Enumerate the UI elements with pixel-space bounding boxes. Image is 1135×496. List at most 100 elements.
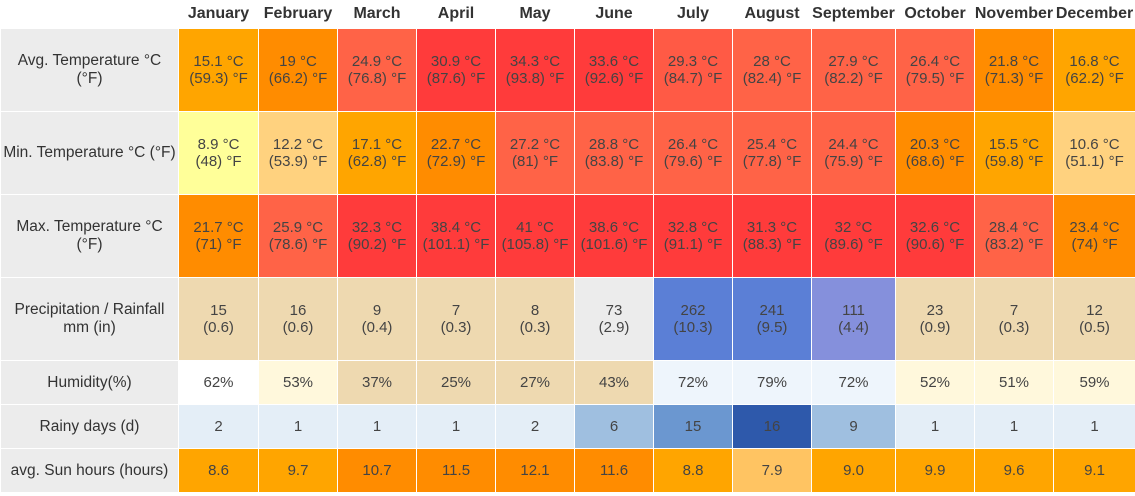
row-label-humidity: Humidity(%)	[0, 360, 179, 405]
cell-max_temp-november: 28.4 °C (83.2) °F	[974, 194, 1054, 278]
row-rainy_days: Rainy days (d) 2 1 1 1 2 6 15 16 9 1 1 1	[0, 404, 1135, 449]
cell-sun_hours-april: 11.5	[416, 448, 496, 493]
cell-rainy_days-july: 15	[653, 404, 733, 449]
cell-humidity-november: 51%	[974, 360, 1054, 405]
cell-precip-december: 12 (0.5)	[1053, 277, 1135, 361]
cell-max_temp-march: 32.3 °C (90.2) °F	[337, 194, 417, 278]
cell-min_temp-february: 12.2 °C (53.9) °F	[258, 111, 338, 195]
cell-sun_hours-may: 12.1	[495, 448, 575, 493]
row-sun_hours: avg. Sun hours (hours) 8.6 9.7 10.7 11.5 12.1…	[0, 448, 1135, 493]
month-header-june: June	[574, 0, 654, 29]
cell-precip-july: 262 (10.3)	[653, 277, 733, 361]
row-min_temp: Min. Temperature °C (°F) 8.9 °C (48) °F 12.…	[0, 111, 1135, 195]
cell-rainy_days-may: 2	[495, 404, 575, 449]
cell-min_temp-august: 25.4 °C (77.8) °F	[732, 111, 812, 195]
cell-humidity-april: 25%	[416, 360, 496, 405]
cell-min_temp-september: 24.4 °C (75.9) °F	[811, 111, 896, 195]
cell-precip-june: 73 (2.9)	[574, 277, 654, 361]
cell-avg_temp-july: 29.3 °C (84.7) °F	[653, 28, 733, 112]
cell-min_temp-january: 8.9 °C (48) °F	[178, 111, 259, 195]
cell-precip-august: 241 (9.5)	[732, 277, 812, 361]
month-header-september: September	[811, 0, 896, 29]
row-label-max_temp: Max. Temperature °C (°F)	[0, 194, 179, 278]
cell-avg_temp-may: 34.3 °C (93.8) °F	[495, 28, 575, 112]
cell-min_temp-april: 22.7 °C (72.9) °F	[416, 111, 496, 195]
table-body: Avg. Temperature °C (°F) 15.1 °C (59.3) °F 1…	[0, 28, 1135, 493]
cell-sun_hours-march: 10.7	[337, 448, 417, 493]
cell-sun_hours-december: 9.1	[1053, 448, 1135, 493]
cell-max_temp-december: 23.4 °C (74) °F	[1053, 194, 1135, 278]
cell-avg_temp-december: 16.8 °C (62.2) °F	[1053, 28, 1135, 112]
cell-precip-march: 9 (0.4)	[337, 277, 417, 361]
row-label-avg_temp: Avg. Temperature °C (°F)	[0, 28, 179, 112]
cell-avg_temp-april: 30.9 °C (87.6) °F	[416, 28, 496, 112]
cell-min_temp-december: 10.6 °C (51.1) °F	[1053, 111, 1135, 195]
cell-precip-january: 15 (0.6)	[178, 277, 259, 361]
cell-avg_temp-january: 15.1 °C (59.3) °F	[178, 28, 259, 112]
cell-rainy_days-march: 1	[337, 404, 417, 449]
month-header-october: October	[895, 0, 975, 29]
cell-humidity-july: 72%	[653, 360, 733, 405]
cell-precip-february: 16 (0.6)	[258, 277, 338, 361]
cell-max_temp-january: 21.7 °C (71) °F	[178, 194, 259, 278]
month-header-november: November	[974, 0, 1054, 29]
month-header-december: December	[1053, 0, 1135, 29]
month-header-july: July	[653, 0, 733, 29]
month-header-february: February	[258, 0, 338, 29]
cell-min_temp-march: 17.1 °C (62.8) °F	[337, 111, 417, 195]
cell-humidity-october: 52%	[895, 360, 975, 405]
cell-avg_temp-june: 33.6 °C (92.6) °F	[574, 28, 654, 112]
row-label-min_temp: Min. Temperature °C (°F)	[0, 111, 179, 195]
row-precip: Precipitation / Rainfall mm (in) 15 (0.6) 16…	[0, 277, 1135, 361]
cell-avg_temp-february: 19 °C (66.2) °F	[258, 28, 338, 112]
cell-min_temp-june: 28.8 °C (83.8) °F	[574, 111, 654, 195]
row-label-precip: Precipitation / Rainfall mm (in)	[0, 277, 179, 361]
cell-min_temp-july: 26.4 °C (79.6) °F	[653, 111, 733, 195]
cell-rainy_days-february: 1	[258, 404, 338, 449]
cell-max_temp-august: 31.3 °C (88.3) °F	[732, 194, 812, 278]
cell-avg_temp-august: 28 °C (82.4) °F	[732, 28, 812, 112]
cell-humidity-august: 79%	[732, 360, 812, 405]
cell-humidity-february: 53%	[258, 360, 338, 405]
cell-rainy_days-december: 1	[1053, 404, 1135, 449]
cell-avg_temp-september: 27.9 °C (82.2) °F	[811, 28, 896, 112]
cell-rainy_days-august: 16	[732, 404, 812, 449]
cell-max_temp-june: 38.6 °C (101.6) °F	[574, 194, 654, 278]
cell-precip-october: 23 (0.9)	[895, 277, 975, 361]
cell-max_temp-july: 32.8 °C (91.1) °F	[653, 194, 733, 278]
cell-max_temp-may: 41 °C (105.8) °F	[495, 194, 575, 278]
cell-min_temp-november: 15.5 °C (59.8) °F	[974, 111, 1054, 195]
cell-max_temp-september: 32 °C (89.6) °F	[811, 194, 896, 278]
cell-max_temp-february: 25.9 °C (78.6) °F	[258, 194, 338, 278]
cell-avg_temp-march: 24.9 °C (76.8) °F	[337, 28, 417, 112]
cell-humidity-june: 43%	[574, 360, 654, 405]
cell-rainy_days-november: 1	[974, 404, 1054, 449]
row-label-sun_hours: avg. Sun hours (hours)	[0, 448, 179, 493]
row-humidity: Humidity(%) 62% 53% 37% 25% 27% 43% 72% 79% 72% 52…	[0, 360, 1135, 405]
row-max_temp: Max. Temperature °C (°F) 21.7 °C (71) °F 25.…	[0, 194, 1135, 278]
month-header-march: March	[337, 0, 417, 29]
month-header-april: April	[416, 0, 496, 29]
cell-humidity-december: 59%	[1053, 360, 1135, 405]
cell-rainy_days-january: 2	[178, 404, 259, 449]
cell-precip-april: 7 (0.3)	[416, 277, 496, 361]
cell-rainy_days-october: 1	[895, 404, 975, 449]
cell-humidity-march: 37%	[337, 360, 417, 405]
cell-avg_temp-october: 26.4 °C (79.5) °F	[895, 28, 975, 112]
cell-sun_hours-february: 9.7	[258, 448, 338, 493]
cell-rainy_days-june: 6	[574, 404, 654, 449]
header-corner	[0, 0, 179, 29]
cell-sun_hours-november: 9.6	[974, 448, 1054, 493]
header-row: January February March April May June July Augu…	[0, 0, 1135, 29]
cell-min_temp-october: 20.3 °C (68.6) °F	[895, 111, 975, 195]
cell-sun_hours-august: 7.9	[732, 448, 812, 493]
cell-sun_hours-october: 9.9	[895, 448, 975, 493]
month-header-august: August	[732, 0, 812, 29]
cell-sun_hours-september: 9.0	[811, 448, 896, 493]
cell-sun_hours-july: 8.8	[653, 448, 733, 493]
cell-avg_temp-november: 21.8 °C (71.3) °F	[974, 28, 1054, 112]
row-avg_temp: Avg. Temperature °C (°F) 15.1 °C (59.3) °F 1…	[0, 28, 1135, 112]
cell-rainy_days-april: 1	[416, 404, 496, 449]
row-label-rainy_days: Rainy days (d)	[0, 404, 179, 449]
